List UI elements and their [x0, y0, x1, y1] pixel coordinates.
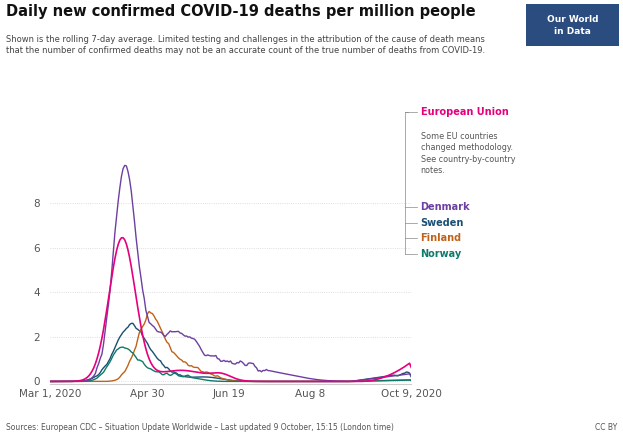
Text: Denmark: Denmark [421, 202, 470, 212]
Text: Sweden: Sweden [421, 218, 464, 228]
Text: Daily new confirmed COVID-19 deaths per million people: Daily new confirmed COVID-19 deaths per … [6, 4, 476, 19]
Text: European Union: European Union [421, 108, 508, 117]
Text: Some EU countries
changed methodology.
See country-by-country
notes.: Some EU countries changed methodology. S… [421, 132, 515, 175]
Text: Finland: Finland [421, 233, 462, 243]
Text: Norway: Norway [421, 249, 462, 258]
Text: Shown is the rolling 7-day average. Limited testing and challenges in the attrib: Shown is the rolling 7-day average. Limi… [6, 35, 485, 56]
Text: CC BY: CC BY [594, 423, 617, 432]
Text: Sources: European CDC – Situation Update Worldwide – Last updated 9 October, 15:: Sources: European CDC – Situation Update… [6, 423, 394, 432]
Text: Our World
in Data: Our World in Data [547, 15, 598, 36]
